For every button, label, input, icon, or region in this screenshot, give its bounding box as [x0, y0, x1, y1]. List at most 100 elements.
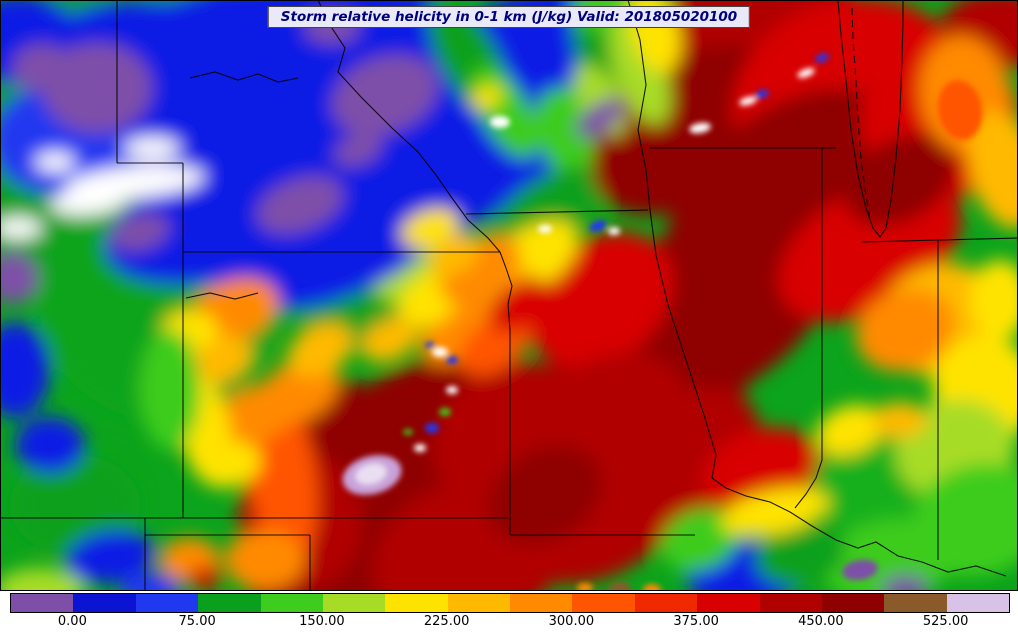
- colorbar-segment: [697, 594, 760, 612]
- field-blob: [35, 152, 75, 172]
- colorbar-tick-label: 225.00: [423, 614, 470, 629]
- colorbar-tick-label: 150.00: [299, 614, 345, 629]
- state-border-line: [711, 477, 1007, 577]
- state-border-line: [185, 292, 259, 300]
- field-blob: [970, 260, 1018, 340]
- field-blob: [140, 330, 200, 450]
- colorbar-segment: [11, 594, 74, 612]
- field-blob: [65, 530, 155, 584]
- colorbar-segment: [135, 594, 199, 612]
- field-blob: [816, 404, 884, 456]
- state-border-line: [465, 209, 649, 215]
- state-border-line: [317, 0, 501, 253]
- field-blob: [755, 89, 769, 99]
- colorbar-segment: [385, 594, 448, 612]
- state-border-line: [627, 0, 717, 479]
- field-detail-layer: [342, 53, 983, 591]
- field-blob: [577, 583, 593, 591]
- colorbar-segment: [510, 594, 573, 612]
- colorbar-segment: [260, 594, 323, 612]
- field-blob: [0, 322, 50, 418]
- field-blob: [439, 408, 451, 416]
- field-blob: [414, 444, 426, 452]
- field-blob: [425, 423, 439, 433]
- field-blob: [872, 402, 928, 438]
- state-border-line: [794, 148, 823, 509]
- field-blob: [333, 133, 383, 167]
- map-title: Storm relative helicity in 0-1 km (J/kg)…: [267, 6, 751, 28]
- field-blob: [608, 227, 620, 235]
- lake-boundary-dashed-line: [851, 7, 871, 221]
- field-blob: [189, 566, 221, 590]
- map-title-text: Storm relative helicity in 0-1 km (J/kg)…: [280, 9, 738, 25]
- state-border-line: [189, 71, 299, 83]
- field-blob: [609, 582, 631, 591]
- field-blob: [488, 278, 552, 332]
- field-blob: [844, 134, 956, 226]
- field-blob: [0, 252, 38, 304]
- field-blob: [842, 559, 878, 581]
- field-blob: [739, 96, 757, 106]
- colorbar-segment: [572, 594, 635, 612]
- field-blob: [490, 116, 510, 128]
- field-blob: [609, 14, 671, 126]
- field-blob: [488, 445, 602, 545]
- field-blob: [937, 80, 983, 140]
- helicity-map: Storm relative helicity in 0-1 km (J/kg)…: [0, 0, 1018, 591]
- field-blob: [967, 111, 1018, 229]
- field-blob: [689, 122, 711, 134]
- field-blob: [432, 347, 448, 357]
- field-blob: [331, 54, 439, 136]
- field-blob: [425, 342, 435, 348]
- colorbar-segment: [198, 594, 261, 612]
- colorbar-segment: [447, 594, 510, 612]
- field-blob: [50, 188, 126, 216]
- colorbar-tick-label: 0.00: [57, 614, 87, 629]
- colorbar-segment: [634, 594, 698, 612]
- colorbar-segment: [821, 594, 885, 612]
- state-border-line: [861, 237, 1018, 243]
- colorbar-segment: [884, 594, 947, 612]
- colorbar-segment: [759, 594, 822, 612]
- field-blob: [446, 356, 458, 364]
- field-blob: [429, 233, 481, 277]
- field-blob: [225, 530, 305, 590]
- field-blob: [12, 44, 72, 92]
- field-blob: [355, 463, 387, 485]
- state-border-line: [499, 251, 513, 535]
- colorbar-tick-label: 375.00: [673, 614, 719, 629]
- field-blob: [471, 85, 503, 109]
- field-blob: [881, 575, 929, 591]
- colorbar-tick-label: 525.00: [922, 614, 969, 629]
- colorbar-segment: [322, 594, 386, 612]
- field-blob: [120, 572, 180, 591]
- field-blob: [256, 176, 344, 234]
- field-blob: [287, 322, 353, 378]
- field-blob: [589, 220, 607, 232]
- colorbar-tick-label: 450.00: [798, 614, 844, 629]
- field-blob: [446, 386, 458, 394]
- field-blob: [0, 568, 85, 591]
- field-blob: [815, 53, 829, 63]
- field-blob: [538, 225, 552, 233]
- field-blob: [856, 288, 954, 372]
- field-blob: [124, 137, 180, 159]
- field-blob: [361, 317, 419, 363]
- colorbar: [10, 593, 1010, 613]
- state-border-line: [837, 0, 904, 238]
- field-blob: [215, 187, 445, 313]
- colorbar-segment: [946, 594, 1009, 612]
- field-blob: [15, 417, 85, 473]
- field-blob: [755, 524, 845, 586]
- field-blob: [110, 212, 170, 252]
- field-blob: [575, 98, 625, 138]
- field-blob: [643, 584, 661, 591]
- colorbar-segment: [73, 594, 136, 612]
- field-blob: [797, 68, 815, 78]
- field-blob: [403, 429, 413, 435]
- field-blob: [661, 508, 739, 572]
- helicity-field-svg: [0, 0, 1018, 591]
- field-blob: [215, 384, 295, 446]
- colorbar-tick-label: 75.00: [178, 614, 216, 629]
